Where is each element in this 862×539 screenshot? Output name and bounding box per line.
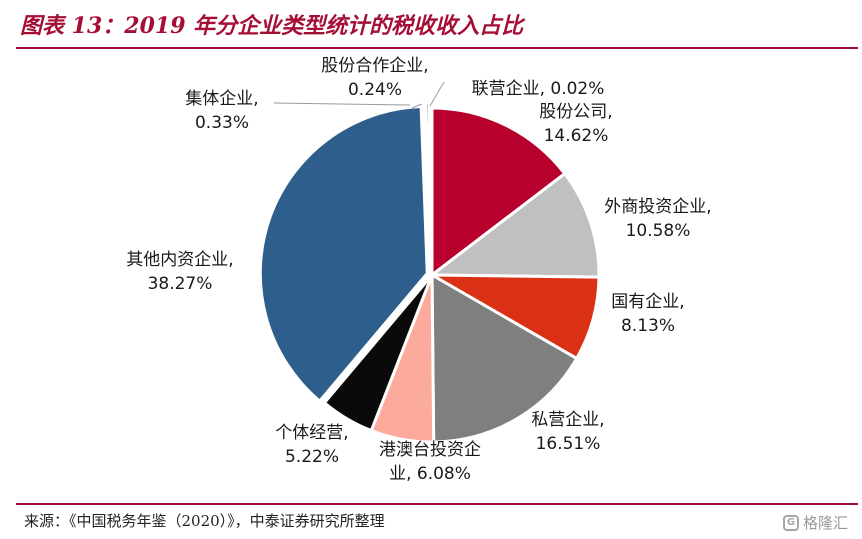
slice-label: 股份合作企业, 0.24% <box>321 56 428 100</box>
slice-label: 港澳台投资企业, 6.08% <box>379 440 481 484</box>
pie-slice <box>430 106 567 279</box>
slice-label: 集体企业, 0.33% <box>185 89 258 133</box>
chart-title: 图表 13：2019 年分企业类型统计的税收收入占比 <box>20 13 524 39</box>
slice-label: 外商投资企业, 10.58% <box>604 197 711 241</box>
leader-line <box>429 81 445 107</box>
slice-label: 其他内资企业, 38.27% <box>126 250 233 294</box>
watermark-logo-icon: G <box>782 514 799 531</box>
leader-line <box>411 103 423 109</box>
leader-line <box>273 102 411 106</box>
bottom-rule <box>16 503 858 505</box>
pie-slice <box>430 272 579 444</box>
top-rule <box>16 47 858 49</box>
pie-slice <box>322 274 434 433</box>
slice-label: 私营企业, 16.51% <box>531 410 604 454</box>
slice-label: 联营企业, 0.02% <box>472 79 605 99</box>
watermark-text: 格隆汇 <box>802 514 848 532</box>
slice-label: 股份公司, 14.62% <box>539 102 612 146</box>
source-note: 来源：《中国税务年鉴（2020）》，中泰证券研究所整理 <box>24 512 385 530</box>
slice-label: 国有企业, 8.13% <box>611 292 684 336</box>
pie-slice <box>427 171 601 279</box>
watermark: G 格隆汇 <box>782 512 848 533</box>
pie-slice <box>258 104 429 404</box>
slice-label: 个体经营, 5.22% <box>275 423 348 467</box>
